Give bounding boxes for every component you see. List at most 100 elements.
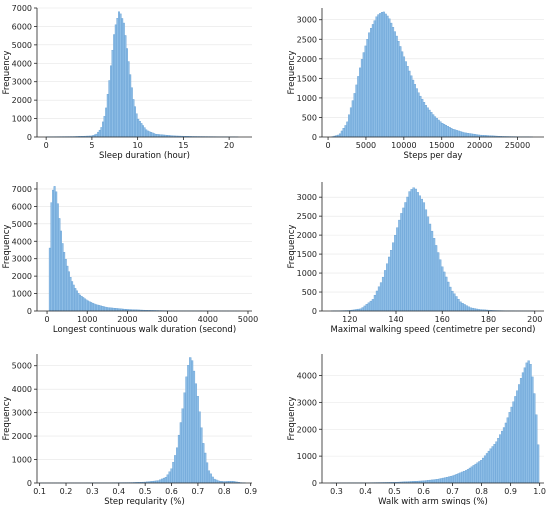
histogram-bar	[344, 125, 347, 138]
histogram-bar	[419, 95, 422, 138]
histogram-bar	[449, 286, 452, 312]
histogram-bar	[508, 412, 511, 484]
histogram-bar	[383, 270, 387, 312]
histogram-bar	[455, 296, 458, 312]
histogram-bar	[442, 477, 445, 484]
histogram-bar	[177, 434, 181, 484]
histogram-bar	[446, 476, 449, 484]
histogram-bar	[461, 471, 464, 484]
histogram-bar	[438, 259, 442, 312]
histogram-bar	[110, 307, 113, 312]
histogram-bar	[523, 367, 526, 484]
histogram-bar	[406, 66, 409, 138]
histogram-bar	[412, 187, 415, 312]
y-tick-label: 3000	[297, 398, 317, 407]
histogram-bar	[166, 474, 169, 484]
histogram-bar	[450, 128, 453, 138]
histogram-bar	[417, 92, 420, 138]
histogram-bar	[102, 121, 104, 138]
histogram-bar	[100, 127, 103, 138]
x-axis-label: Longest continuous walk duration (second…	[53, 325, 236, 335]
histogram-bar	[502, 427, 506, 484]
histogram-bar	[369, 300, 373, 312]
histogram-bar	[516, 390, 519, 484]
histogram-bar	[457, 130, 460, 138]
histogram-bar	[499, 434, 502, 484]
histogram-bar	[50, 202, 53, 312]
histogram-bar	[476, 462, 479, 484]
histogram-bar	[428, 223, 432, 312]
y-tick-label: 2000	[297, 425, 317, 434]
histogram-bar	[151, 132, 154, 138]
x-tick-label: 0.3	[86, 487, 99, 496]
histogram-bar	[153, 133, 156, 138]
histogram-bar	[470, 133, 473, 138]
histogram-bar	[101, 306, 104, 312]
histogram-bar	[121, 18, 124, 138]
histogram-bar	[181, 408, 184, 484]
histogram-bar	[495, 441, 498, 484]
x-tick-label: 0.4	[112, 487, 125, 496]
x-tick-label: 0.9	[244, 487, 257, 496]
x-tick-label: 15	[178, 141, 188, 150]
x-tick-label: 160	[435, 315, 450, 324]
histogram-bar	[114, 24, 117, 138]
histogram-bar	[135, 113, 138, 138]
histogram-bar	[485, 453, 489, 484]
histogram-bar	[411, 79, 415, 138]
histogram-bar	[449, 476, 453, 484]
y-tick-label: 2500	[297, 212, 317, 221]
histogram-bar	[119, 13, 122, 138]
histogram-bar	[97, 131, 100, 138]
histogram-bar	[109, 307, 112, 312]
histogram-bar	[447, 281, 450, 312]
histogram-bar	[373, 294, 377, 312]
y-tick-label: 1000	[12, 115, 32, 124]
histogram-bar	[512, 401, 515, 484]
histogram-bar	[482, 457, 485, 484]
histogram-bar	[469, 307, 472, 312]
x-tick-label: 0.8	[218, 487, 231, 496]
histogram-bar	[447, 476, 451, 484]
histogram-bar	[457, 298, 460, 312]
x-tick-label: 0.4	[359, 487, 372, 496]
histogram-bar	[531, 376, 534, 484]
histogram-bar	[53, 186, 56, 312]
histogram-bar	[95, 133, 98, 138]
y-axis-label: Frequency	[287, 397, 297, 441]
histogram-bar	[455, 130, 458, 138]
y-tick-label: 0	[27, 307, 32, 316]
histogram-bar	[396, 227, 399, 312]
histogram-bar	[453, 474, 456, 484]
histogram-bar	[83, 298, 86, 312]
histogram-panel-5: 0 1000 2000 3000 4000 5000 0.1 0.2 0.3 0.4 0.5 0.6 0…	[2, 354, 257, 505]
histogram-bar	[381, 276, 385, 312]
histogram-bar	[138, 121, 141, 138]
histogram-bar	[440, 266, 444, 312]
histogram-bar	[438, 478, 441, 484]
histogram-bar	[124, 35, 127, 138]
histogram-bar	[104, 306, 107, 312]
histogram-bar	[472, 133, 475, 138]
histogram-bar	[433, 116, 437, 138]
histogram-bar	[391, 27, 395, 138]
histogram-bar	[436, 252, 440, 312]
histogram-bar	[465, 470, 468, 484]
histogram-bar	[60, 230, 62, 312]
histogram-bar	[183, 392, 186, 484]
histogram-bar	[357, 76, 360, 138]
histogram-bar	[386, 263, 389, 312]
histogram-bar	[434, 245, 438, 312]
histogram-bar	[453, 129, 457, 138]
histogram-bar	[451, 290, 454, 312]
histogram-bar	[480, 459, 483, 484]
histogram-bar	[451, 475, 455, 484]
histogram-bar	[342, 128, 345, 138]
histogram-bar	[96, 304, 99, 312]
histogram-bar	[145, 129, 148, 138]
histogram-bar	[179, 422, 182, 484]
y-tick-label: 2000	[12, 96, 32, 105]
y-tick-label: 0	[312, 307, 317, 316]
x-tick-label: 25000	[505, 141, 530, 150]
